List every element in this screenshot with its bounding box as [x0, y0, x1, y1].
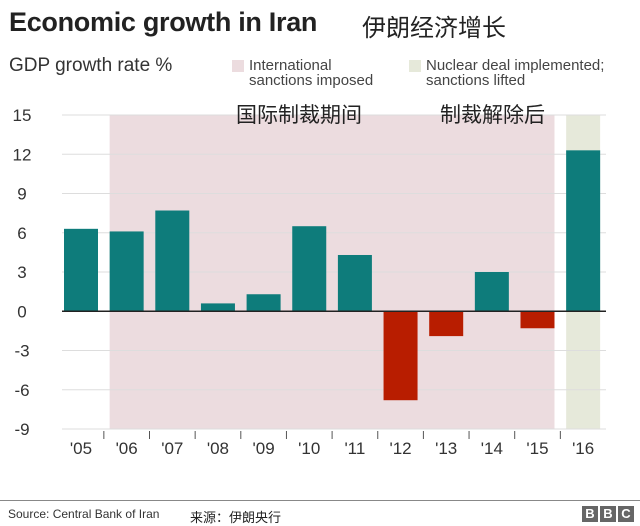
bar-'11 [337, 254, 372, 312]
y-tick-label: 12 [13, 145, 32, 164]
bar-chart: 15 12 9 6 3 0 -3 -6 -9 '05 '06 '07 '08 '09 '10 '11 '12 '1… [13, 106, 606, 458]
y-tick-label: 0 [17, 302, 26, 321]
legend-label-deal: Nuclear deal implemented; sanctions lift… [426, 58, 604, 88]
logo-letter: C [618, 506, 634, 522]
legend-label-sanctions: International sanctions imposed [249, 58, 373, 88]
bbc-logo: B B C [582, 506, 634, 522]
source-text-zh: 来源：伊朗央行 [190, 510, 282, 525]
bar-'13 [429, 311, 464, 337]
chart-title: Economic growth in Iran [9, 7, 318, 37]
x-tick-label: '05 [70, 439, 92, 458]
chart-title-zh: 伊朗经济增长 [362, 15, 506, 42]
x-tick-label: '08 [207, 439, 229, 458]
bar-'15 [520, 311, 555, 329]
x-tick-label: '14 [481, 439, 503, 458]
legend-line: International [249, 57, 332, 74]
y-tick-label: -3 [14, 342, 29, 361]
x-tick-label: '09 [253, 439, 275, 458]
bar-'10 [292, 226, 327, 312]
bar-'14 [474, 272, 509, 312]
x-tick-label: '15 [526, 439, 548, 458]
y-tick-label: 6 [17, 224, 26, 243]
y-tick-label: 15 [13, 106, 32, 125]
x-tick-label: '07 [161, 439, 183, 458]
source-text: Source: Central Bank of Iran [8, 507, 160, 521]
legend-swatch-deal [409, 60, 421, 72]
x-tick-label: '16 [572, 439, 594, 458]
y-tick-label: 3 [17, 263, 26, 282]
bar-'12 [383, 311, 418, 401]
y-tick-label: -9 [14, 420, 29, 439]
annotation-lifted-zh: 制裁解除后 [440, 104, 545, 127]
y-axis-label: GDP growth rate % [9, 55, 173, 76]
bar-'09 [246, 294, 281, 312]
bar-'16 [566, 150, 601, 312]
x-tick-label: '13 [435, 439, 457, 458]
x-tick-label: '12 [389, 439, 411, 458]
logo-letter: B [582, 506, 598, 522]
bar-'06 [109, 231, 144, 312]
legend-line: sanctions lifted [426, 72, 526, 89]
logo-letter: B [600, 506, 616, 522]
y-tick-label: 9 [17, 185, 26, 204]
bar-'05 [64, 228, 98, 312]
x-tick-label: '11 [344, 439, 365, 458]
y-tick-label: -6 [14, 381, 29, 400]
legend-swatch-sanctions [232, 60, 244, 72]
footer-divider [0, 500, 640, 501]
bar-'07 [155, 210, 190, 312]
legend-line: sanctions imposed [249, 72, 374, 89]
x-tick-label: '06 [116, 439, 138, 458]
annotation-sanctions-zh: 国际制裁期间 [236, 104, 362, 127]
bar-'08 [200, 303, 235, 312]
x-tick-label: '10 [298, 439, 320, 458]
legend-line: Nuclear deal implemented; [426, 57, 605, 74]
